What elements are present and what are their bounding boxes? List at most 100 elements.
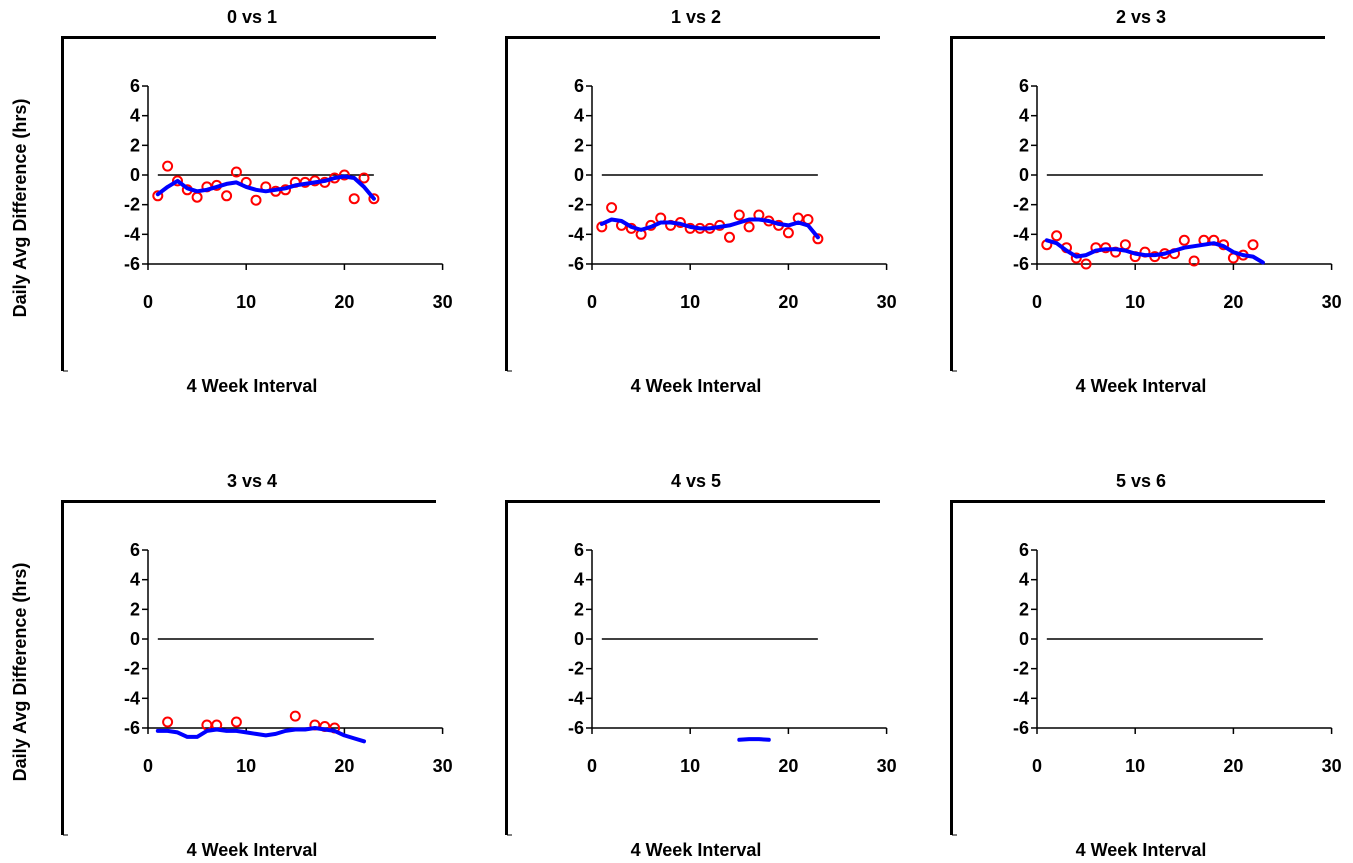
x-tick-label: 10 (1125, 292, 1145, 312)
y-tick-label: 6 (574, 76, 584, 96)
x-axis-label: 4 Week Interval (1076, 376, 1207, 396)
y-tick-label: -2 (124, 659, 140, 679)
x-tick-label: 0 (1032, 292, 1042, 312)
y-tick-label: -6 (568, 718, 584, 738)
y-tick-label: -2 (568, 659, 584, 679)
data-point (162, 716, 174, 728)
data-point (338, 169, 350, 181)
plot-area-top-border (61, 500, 436, 503)
y-tick-label: -6 (1013, 254, 1029, 274)
y-tick-label: -4 (124, 224, 140, 244)
data-point (368, 193, 380, 205)
y-tick-label: 2 (574, 135, 584, 155)
plot-area-top-border (61, 36, 436, 39)
chart-title: 0 vs 1 (227, 7, 277, 27)
data-point (1070, 252, 1082, 264)
data-point (1080, 258, 1092, 270)
y-tick-label: 6 (574, 540, 584, 560)
x-tick-label: 0 (143, 292, 153, 312)
chart-title: 5 vs 6 (1116, 471, 1166, 491)
data-point (358, 172, 370, 184)
y-tick-label: -4 (1013, 224, 1029, 244)
data-point (743, 221, 755, 233)
y-tick-label: -6 (1013, 718, 1029, 738)
plot-area-top-border (950, 500, 1325, 503)
y-tick-label: -2 (568, 195, 584, 215)
data-point (1119, 239, 1131, 251)
data-point (230, 166, 242, 178)
x-tick-label: 30 (433, 292, 453, 312)
x-tick-label: 10 (236, 756, 256, 776)
x-tick-label: 20 (778, 292, 798, 312)
x-axis-label: 4 Week Interval (187, 376, 318, 396)
plot-area-top-border (950, 36, 1325, 39)
data-point (606, 202, 618, 214)
x-tick-label: 30 (1322, 756, 1342, 776)
x-tick-label: 20 (334, 756, 354, 776)
y-tick-label: 6 (1019, 76, 1029, 96)
data-point (1178, 234, 1190, 246)
x-axis-label: 4 Week Interval (631, 840, 762, 860)
y-tick-label: -4 (124, 688, 140, 708)
x-tick-label: 20 (1223, 292, 1243, 312)
y-tick-label: 0 (1019, 629, 1029, 649)
y-tick-label: 4 (574, 106, 584, 126)
y-tick-label: -6 (124, 718, 140, 738)
data-point (250, 194, 262, 206)
plot-area-top-border (505, 36, 880, 39)
data-point (230, 716, 242, 728)
x-tick-label: 10 (1125, 756, 1145, 776)
y-tick-label: 2 (1019, 135, 1029, 155)
y-tick-label: -6 (124, 254, 140, 274)
x-tick-label: 10 (680, 292, 700, 312)
x-tick-label: 20 (1223, 756, 1243, 776)
data-point (1051, 230, 1063, 242)
x-tick-label: 0 (1032, 756, 1042, 776)
y-axis-label: Daily Avg Difference (hrs) (10, 99, 30, 318)
y-tick-label: 2 (130, 135, 140, 155)
plot-area-left-border (950, 500, 953, 835)
y-tick-label: 4 (1019, 106, 1029, 126)
x-tick-label: 30 (433, 756, 453, 776)
x-tick-label: 30 (877, 292, 897, 312)
x-tick-label: 0 (587, 292, 597, 312)
x-tick-label: 30 (877, 756, 897, 776)
y-tick-label: -4 (568, 688, 584, 708)
trend-line-series (155, 174, 376, 201)
trend-line-series (599, 217, 820, 240)
x-axis-label: 4 Week Interval (187, 840, 318, 860)
y-tick-label: -2 (124, 195, 140, 215)
y-tick-label: 4 (130, 106, 140, 126)
y-tick-label: 0 (1019, 165, 1029, 185)
y-tick-label: 0 (574, 629, 584, 649)
plot-area-left-border (505, 36, 508, 371)
x-tick-label: 30 (1322, 292, 1342, 312)
y-tick-label: 0 (130, 165, 140, 185)
y-tick-label: 6 (130, 540, 140, 560)
chart-title: 3 vs 4 (227, 471, 277, 491)
x-axis-label: 4 Week Interval (631, 376, 762, 396)
y-tick-label: -4 (1013, 688, 1029, 708)
trend-line-series (155, 726, 366, 744)
trend-line-series (1044, 238, 1265, 265)
plot-area-left-border (505, 500, 508, 835)
data-point (348, 193, 360, 205)
x-tick-label: 20 (778, 756, 798, 776)
chart-title: 2 vs 3 (1116, 7, 1166, 27)
y-tick-label: 2 (1019, 599, 1029, 619)
data-point (289, 710, 301, 722)
y-axis-label: Daily Avg Difference (hrs) (10, 563, 30, 782)
x-tick-label: 10 (236, 292, 256, 312)
y-tick-label: 0 (130, 629, 140, 649)
y-tick-label: 2 (574, 599, 584, 619)
y-tick-label: 4 (574, 570, 584, 590)
x-tick-label: 10 (680, 756, 700, 776)
plot-area-left-border (950, 36, 953, 371)
data-point (733, 209, 745, 221)
